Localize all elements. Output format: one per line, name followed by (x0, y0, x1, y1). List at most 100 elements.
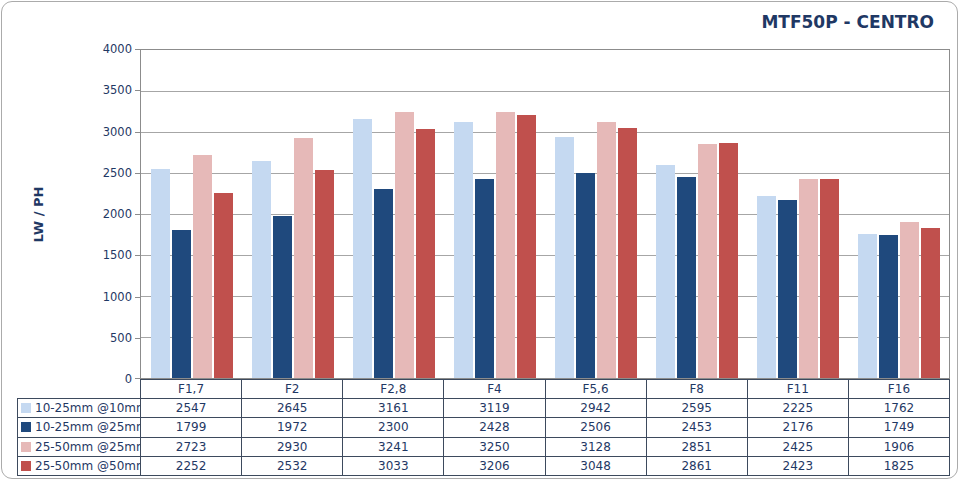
value-cell: 2861 (646, 456, 747, 475)
value-cell: 3128 (545, 437, 646, 456)
bar (193, 155, 212, 378)
y-axis-title: LW / PH (28, 49, 50, 379)
value-cell: 3250 (444, 437, 545, 456)
value-cell: 2453 (646, 418, 747, 437)
bar-group (444, 50, 545, 378)
value-cell: 1799 (141, 418, 242, 437)
value-cell: 1749 (848, 418, 949, 437)
y-tick-label: 4000 (86, 42, 132, 56)
category-header-cell: F2,8 (343, 380, 444, 399)
bar (294, 138, 313, 378)
value-cell: 2225 (747, 399, 848, 418)
bar-group (848, 50, 949, 378)
legend-cell-inner: 25-50mm @50mm (18, 459, 140, 473)
bar (252, 161, 271, 378)
value-cell: 3033 (343, 456, 444, 475)
legend-cell-inner: 10-25mm @25mm (18, 420, 140, 434)
category-header-cell: F2 (242, 380, 343, 399)
series-name: 25-50mm @50mm (35, 459, 141, 473)
series-name: 25-50mm @25mm (35, 440, 141, 454)
legend-cell: 10-25mm @10mm (18, 399, 141, 418)
table-header-row: F1,7F2F2,8F4F5,6F8F11F16 (18, 380, 950, 399)
table-row: 10-25mm @10mm254726453161311929422595222… (18, 399, 950, 418)
value-cell: 2547 (141, 399, 242, 418)
y-tick-label: 500 (86, 331, 132, 345)
plot-area (140, 49, 950, 379)
bar-group (646, 50, 747, 378)
bar (858, 234, 877, 378)
value-cell: 2851 (646, 437, 747, 456)
value-cell: 2645 (242, 399, 343, 418)
bar (820, 179, 839, 378)
bar (799, 179, 818, 378)
table-row: 25-50mm @50mm225225323033320630482861242… (18, 456, 950, 475)
value-cell: 1762 (848, 399, 949, 418)
y-tick-label: 3500 (86, 83, 132, 97)
y-tick-label: 1500 (86, 248, 132, 262)
bar (315, 170, 334, 378)
bar (454, 122, 473, 378)
bar (214, 193, 233, 378)
value-cell: 1972 (242, 418, 343, 437)
bar (879, 235, 898, 378)
y-tick-label: 1000 (86, 290, 132, 304)
bar (151, 169, 170, 378)
bar (273, 216, 292, 378)
value-cell: 3161 (343, 399, 444, 418)
category-header-cell: F16 (848, 380, 949, 399)
bar (475, 179, 494, 378)
value-cell: 2506 (545, 418, 646, 437)
y-tick-label: 2000 (86, 207, 132, 221)
legend-swatch (21, 461, 31, 471)
category-header-cell: F8 (646, 380, 747, 399)
value-cell: 3241 (343, 437, 444, 456)
value-cell: 2532 (242, 456, 343, 475)
data-table: F1,7F2F2,8F4F5,6F8F11F1610-25mm @10mm254… (17, 379, 950, 476)
legend-cell-inner: 25-50mm @25mm (18, 440, 140, 454)
y-tick-label: 3000 (86, 125, 132, 139)
bar (698, 144, 717, 378)
value-cell: 2423 (747, 456, 848, 475)
y-axis-tick-labels: 05001000150020002500300035004000 (86, 49, 132, 379)
bar (900, 222, 919, 378)
value-cell: 1906 (848, 437, 949, 456)
bar (395, 112, 414, 378)
chart-frame: MTF50P - CENTRO LW / PH 0500100015002000… (1, 1, 958, 479)
bar (656, 165, 675, 378)
bar (778, 200, 797, 378)
bar (719, 143, 738, 378)
bar (618, 128, 637, 378)
table-row: 10-25mm @25mm179919722300242825062453217… (18, 418, 950, 437)
legend-cell: 25-50mm @50mm (18, 456, 141, 475)
table-row: 25-50mm @25mm272329303241325031282851242… (18, 437, 950, 456)
legend-cell: 10-25mm @25mm (18, 418, 141, 437)
category-header-cell: F5,6 (545, 380, 646, 399)
table-corner-spacer (18, 380, 141, 399)
y-axis-title-text: LW / PH (32, 186, 47, 242)
bar-group (141, 50, 242, 378)
legend-cell: 25-50mm @25mm (18, 437, 141, 456)
value-cell: 2595 (646, 399, 747, 418)
bar (555, 137, 574, 378)
value-cell: 1825 (848, 456, 949, 475)
bar (374, 189, 393, 378)
value-cell: 2176 (747, 418, 848, 437)
chart-title: MTF50P - CENTRO (761, 12, 934, 32)
value-cell: 2428 (444, 418, 545, 437)
value-cell: 2723 (141, 437, 242, 456)
category-header-cell: F11 (747, 380, 848, 399)
series-name: 10-25mm @25mm (35, 420, 141, 434)
bar-group (343, 50, 444, 378)
value-cell: 2300 (343, 418, 444, 437)
category-header-cell: F1,7 (141, 380, 242, 399)
bar-group (242, 50, 343, 378)
bar-group (545, 50, 646, 378)
bar (576, 173, 595, 378)
value-cell: 3048 (545, 456, 646, 475)
bar (677, 177, 696, 378)
bar (496, 112, 515, 379)
value-cell: 3206 (444, 456, 545, 475)
y-tick-label: 2500 (86, 166, 132, 180)
bar (416, 129, 435, 378)
bar-groups (141, 50, 949, 378)
